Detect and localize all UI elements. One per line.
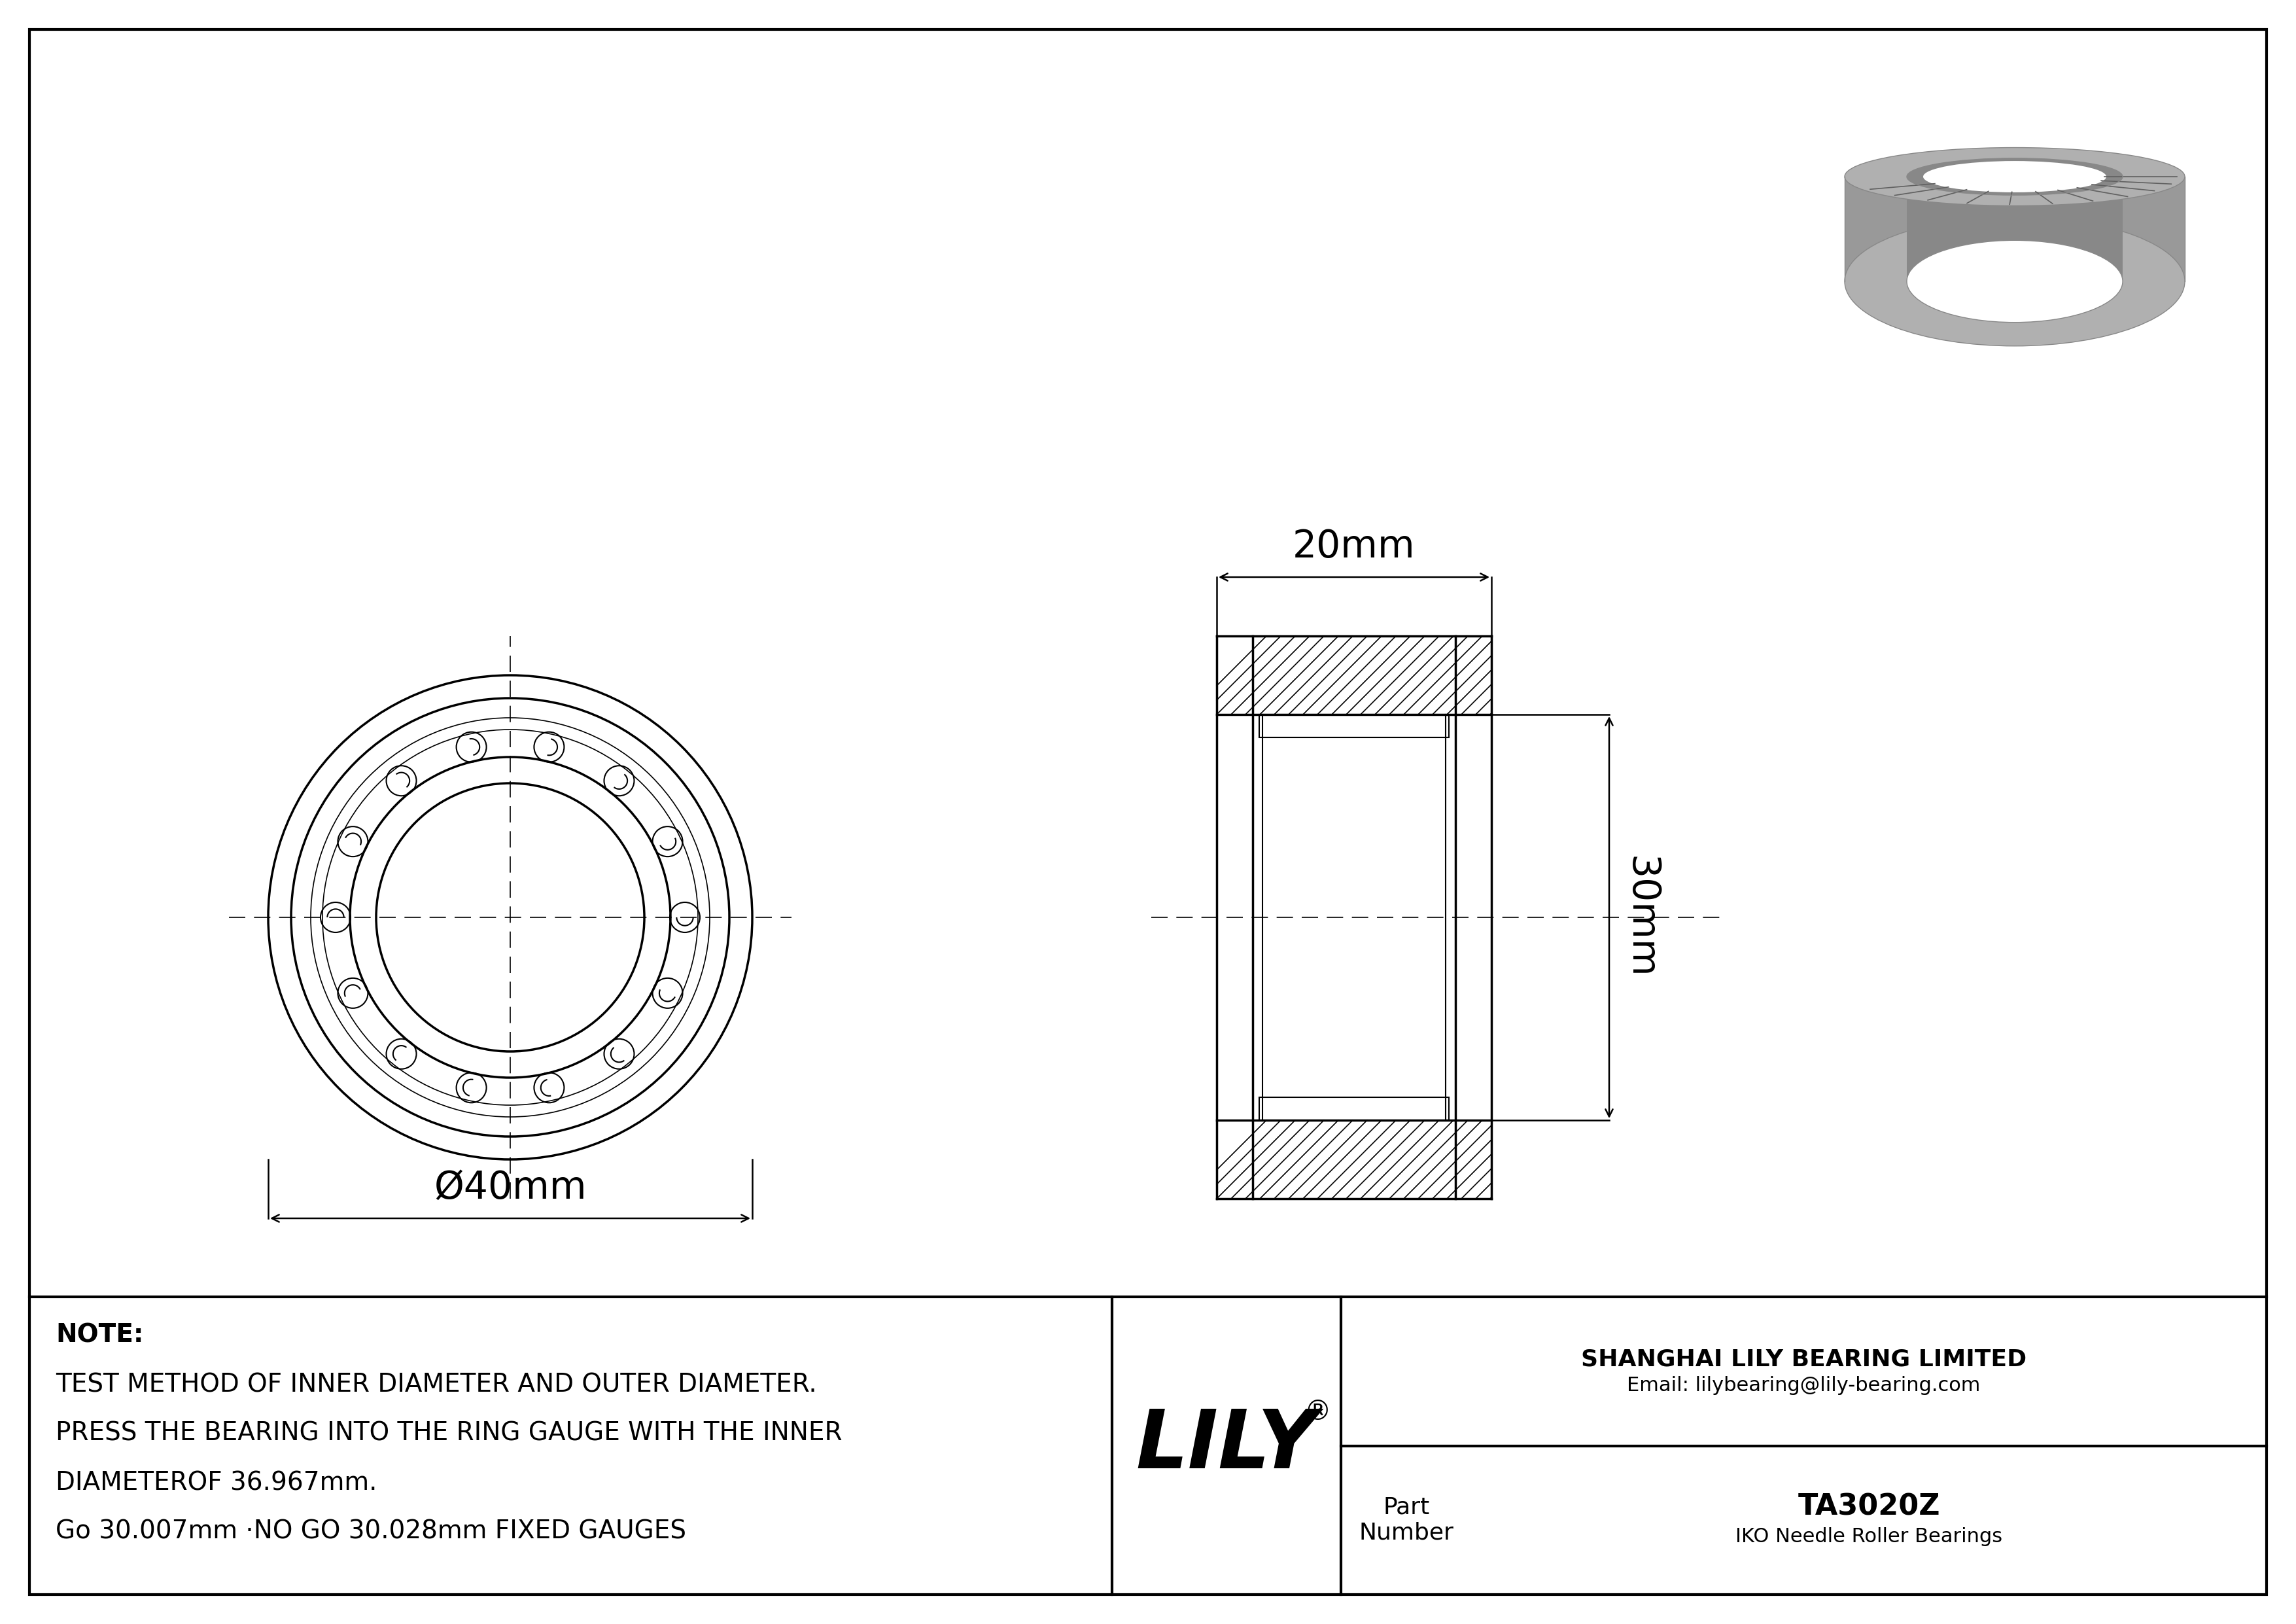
Text: TA3020Z: TA3020Z (1798, 1492, 1940, 1522)
Text: Email: lilybearing@lily-bearing.com: Email: lilybearing@lily-bearing.com (1628, 1376, 1981, 1395)
Text: 30mm: 30mm (1623, 856, 1660, 979)
Text: IKO Needle Roller Bearings: IKO Needle Roller Bearings (1736, 1527, 2002, 1546)
Bar (1258, 1098, 1449, 1121)
Text: DIAMETEROF 36.967mm.: DIAMETEROF 36.967mm. (55, 1470, 377, 1496)
Ellipse shape (1906, 240, 2124, 323)
Polygon shape (1906, 164, 2124, 281)
Ellipse shape (1844, 148, 2186, 206)
Ellipse shape (1906, 158, 2124, 195)
Polygon shape (1844, 158, 2186, 281)
Text: SHANGHAI LILY BEARING LIMITED: SHANGHAI LILY BEARING LIMITED (1582, 1348, 2027, 1371)
Text: Go 30.007mm ·NO GO 30.028mm FIXED GAUGES: Go 30.007mm ·NO GO 30.028mm FIXED GAUGES (55, 1520, 687, 1544)
Text: TEST METHOD OF INNER DIAMETER AND OUTER DIAMETER.: TEST METHOD OF INNER DIAMETER AND OUTER … (55, 1372, 817, 1397)
Text: LILY: LILY (1137, 1406, 1318, 1486)
Ellipse shape (1924, 161, 2105, 192)
Text: Part
Number: Part Number (1359, 1496, 1453, 1544)
Ellipse shape (1844, 216, 2186, 346)
Text: 20mm: 20mm (1293, 528, 1414, 565)
Text: Ø40mm: Ø40mm (434, 1169, 588, 1207)
Bar (1258, 715, 1449, 737)
Text: NOTE:: NOTE: (55, 1324, 145, 1348)
Text: ®: ® (1304, 1398, 1332, 1426)
Text: PRESS THE BEARING INTO THE RING GAUGE WITH THE INNER: PRESS THE BEARING INTO THE RING GAUGE WI… (55, 1421, 843, 1445)
